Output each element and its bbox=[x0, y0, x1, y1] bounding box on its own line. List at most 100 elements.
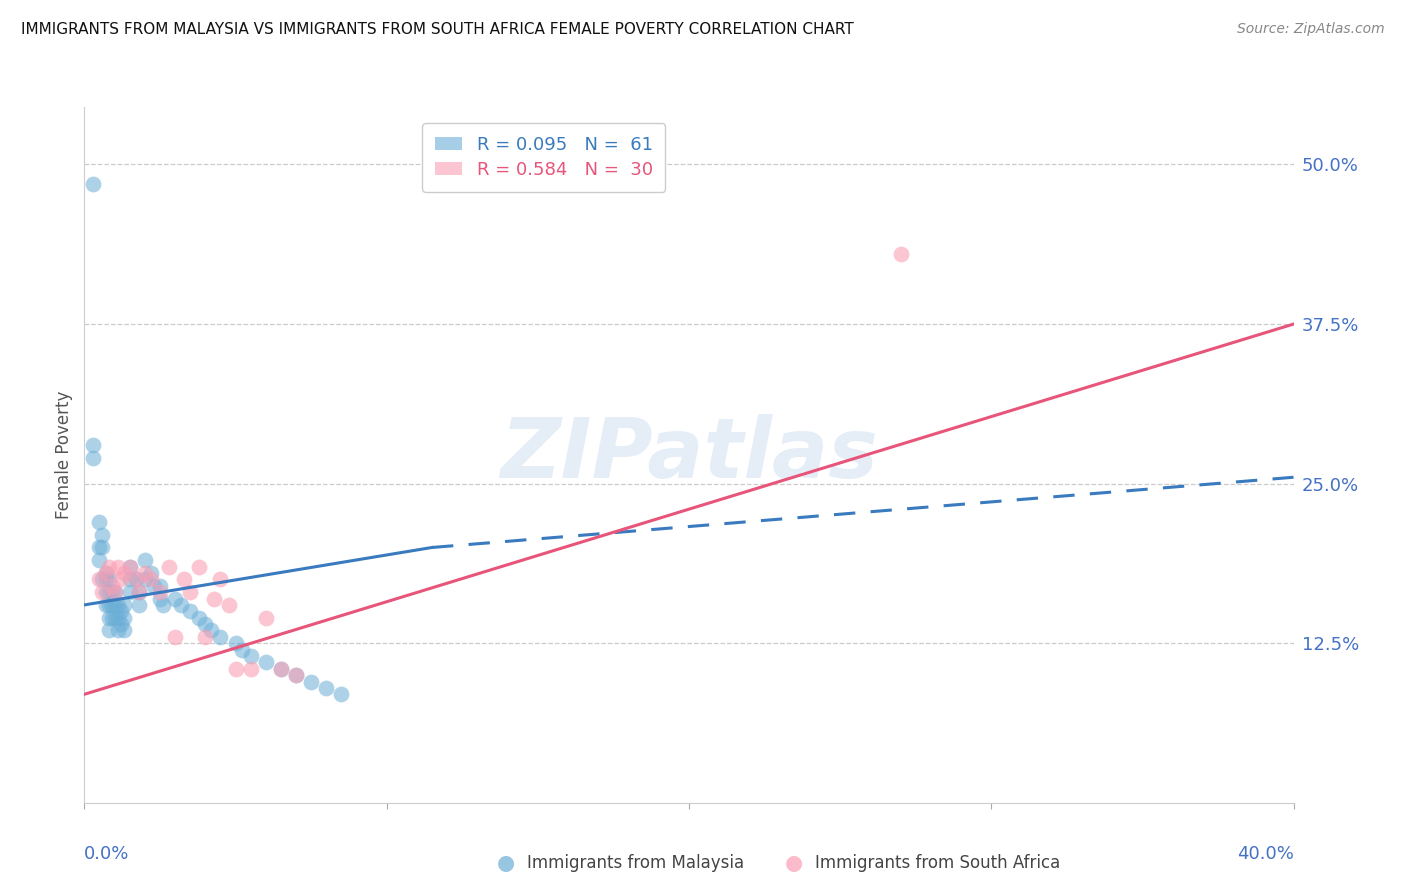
Point bbox=[270, 662, 292, 676]
Point bbox=[100, 610, 122, 624]
Point bbox=[97, 610, 120, 624]
Point bbox=[270, 662, 292, 676]
Point bbox=[82, 451, 104, 466]
Point bbox=[142, 579, 165, 593]
Point bbox=[91, 573, 114, 587]
Point bbox=[100, 598, 122, 612]
Text: Immigrants from South Africa: Immigrants from South Africa bbox=[815, 855, 1060, 872]
Point bbox=[285, 668, 308, 682]
Text: ZIPatlas: ZIPatlas bbox=[501, 415, 877, 495]
Point bbox=[94, 598, 117, 612]
Point bbox=[149, 591, 172, 606]
Text: Immigrants from Malaysia: Immigrants from Malaysia bbox=[527, 855, 744, 872]
Text: 40.0%: 40.0% bbox=[1237, 845, 1294, 863]
Point bbox=[107, 610, 129, 624]
Point bbox=[104, 585, 127, 599]
Point bbox=[107, 624, 129, 638]
Point bbox=[100, 579, 122, 593]
Text: IMMIGRANTS FROM MALAYSIA VS IMMIGRANTS FROM SOUTH AFRICA FEMALE POVERTY CORRELAT: IMMIGRANTS FROM MALAYSIA VS IMMIGRANTS F… bbox=[21, 22, 853, 37]
Point bbox=[194, 630, 217, 644]
Point bbox=[104, 610, 127, 624]
Point bbox=[134, 553, 156, 567]
Point bbox=[91, 585, 114, 599]
Point bbox=[209, 573, 232, 587]
Point bbox=[200, 624, 222, 638]
Point bbox=[91, 527, 114, 541]
Point bbox=[128, 598, 150, 612]
Point bbox=[128, 585, 150, 599]
Point bbox=[194, 617, 217, 632]
Point bbox=[139, 566, 162, 580]
Text: ●: ● bbox=[498, 854, 515, 873]
Point bbox=[188, 559, 211, 574]
Point bbox=[118, 573, 141, 587]
Point bbox=[149, 579, 172, 593]
Point bbox=[254, 610, 277, 624]
Point bbox=[94, 585, 117, 599]
Legend: R = 0.095   N =  61, R = 0.584   N =  30: R = 0.095 N = 61, R = 0.584 N = 30 bbox=[422, 123, 665, 192]
Point bbox=[152, 598, 174, 612]
Point bbox=[209, 630, 232, 644]
Point bbox=[112, 566, 135, 580]
Point bbox=[179, 585, 201, 599]
Point bbox=[89, 515, 111, 529]
Point bbox=[112, 610, 135, 624]
Point bbox=[134, 566, 156, 580]
Point bbox=[218, 598, 240, 612]
Point bbox=[118, 585, 141, 599]
Point bbox=[299, 674, 322, 689]
Point bbox=[157, 559, 180, 574]
Point bbox=[104, 598, 127, 612]
Point bbox=[128, 585, 150, 599]
Point bbox=[112, 624, 135, 638]
Point bbox=[104, 585, 127, 599]
Point bbox=[97, 624, 120, 638]
Point bbox=[118, 559, 141, 574]
Text: 0.0%: 0.0% bbox=[84, 845, 129, 863]
Point bbox=[110, 573, 132, 587]
Point bbox=[97, 585, 120, 599]
Point bbox=[107, 598, 129, 612]
Point bbox=[165, 630, 187, 644]
Point bbox=[110, 604, 132, 618]
Point bbox=[100, 585, 122, 599]
Point bbox=[94, 573, 117, 587]
Point bbox=[89, 573, 111, 587]
Point bbox=[91, 541, 114, 555]
Point bbox=[890, 247, 912, 261]
Y-axis label: Female Poverty: Female Poverty bbox=[55, 391, 73, 519]
Point bbox=[173, 573, 195, 587]
Point bbox=[110, 617, 132, 632]
Point bbox=[254, 656, 277, 670]
Point bbox=[231, 642, 253, 657]
Point bbox=[165, 591, 187, 606]
Point bbox=[202, 591, 225, 606]
Point bbox=[97, 559, 120, 574]
Text: ●: ● bbox=[786, 854, 803, 873]
Point bbox=[315, 681, 337, 695]
Point bbox=[134, 573, 156, 587]
Point bbox=[225, 662, 247, 676]
Point bbox=[285, 668, 308, 682]
Point bbox=[170, 598, 193, 612]
Point bbox=[94, 566, 117, 580]
Point bbox=[82, 177, 104, 191]
Point bbox=[112, 598, 135, 612]
Point bbox=[97, 573, 120, 587]
Point bbox=[125, 573, 148, 587]
Point bbox=[89, 541, 111, 555]
Text: Source: ZipAtlas.com: Source: ZipAtlas.com bbox=[1237, 22, 1385, 37]
Point bbox=[118, 559, 141, 574]
Point bbox=[149, 585, 172, 599]
Point bbox=[107, 559, 129, 574]
Point bbox=[239, 648, 262, 663]
Point bbox=[94, 566, 117, 580]
Point bbox=[89, 553, 111, 567]
Point bbox=[239, 662, 262, 676]
Point bbox=[188, 610, 211, 624]
Point bbox=[97, 598, 120, 612]
Point bbox=[225, 636, 247, 650]
Point bbox=[139, 573, 162, 587]
Point bbox=[179, 604, 201, 618]
Point bbox=[330, 687, 353, 701]
